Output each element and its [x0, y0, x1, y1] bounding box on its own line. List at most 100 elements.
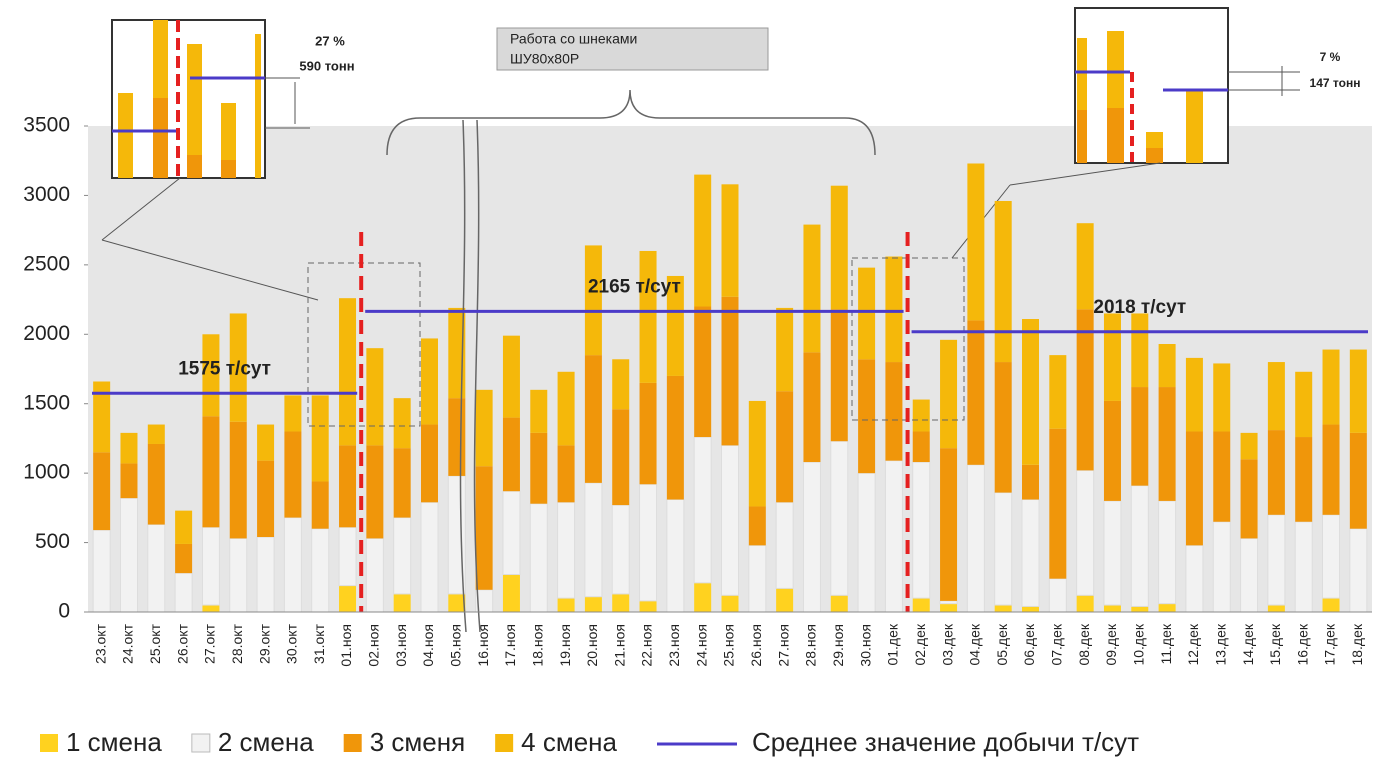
x-tick-label: 13.дек: [1212, 623, 1228, 665]
bar-segment: [1048, 578, 1067, 613]
bar-segment: [1185, 357, 1203, 432]
x-tick-label: 08.дек: [1076, 623, 1092, 665]
bar-segment: [1240, 432, 1258, 460]
bar-segment: [257, 424, 275, 461]
bar-segment: [1349, 432, 1367, 529]
bar-segment: [448, 593, 466, 612]
bar-segment: [338, 526, 357, 587]
overlay: 1575 т/сут 2165 т/сут 2018 т/сут: [92, 232, 1368, 612]
bar-segment: [557, 371, 575, 446]
bar-segment: [776, 307, 794, 392]
bar-segment: [557, 445, 575, 503]
x-tick-label: 26.окт: [174, 623, 190, 664]
bar-segment: [885, 256, 903, 363]
bar-segment: [639, 382, 657, 485]
legend-label: 2 смена: [218, 727, 314, 757]
bar-segment: [939, 600, 958, 605]
y-tick-label: 3000: [23, 183, 70, 206]
bar-segment: [584, 245, 602, 356]
bar-segment: [639, 600, 657, 612]
x-tick-label: 03.дек: [939, 623, 955, 665]
x-tick-label: 30.окт: [284, 623, 300, 664]
x-tick-label: 28.ноя: [803, 624, 819, 667]
bar-segment: [1158, 387, 1176, 501]
zoom-frame: [307, 262, 421, 427]
legend-swatch: [343, 734, 362, 752]
x-tick-label: 28.окт: [229, 623, 245, 664]
bar-segment: [311, 395, 329, 482]
bar-segment: [448, 398, 466, 476]
bar-segment: [940, 448, 958, 601]
bar-segment: [256, 536, 275, 613]
bar-segment: [775, 501, 794, 589]
y-tick-label: 2500: [23, 252, 70, 275]
y-tick-label: 2000: [23, 322, 70, 345]
x-tick-label: 16.дек: [1294, 623, 1310, 665]
x-tick-label: 24.окт: [120, 623, 136, 664]
bar-segment: [475, 466, 493, 590]
bars: [92, 163, 1368, 613]
brace: [386, 89, 876, 156]
bar-segment: [1185, 431, 1203, 546]
bar-segment: [257, 460, 275, 538]
annotation: 27 %: [315, 33, 345, 48]
x-tick-label: 11.дек: [1158, 623, 1174, 664]
bar-segment: [1158, 603, 1176, 612]
bar-segment: [721, 296, 739, 446]
bar-segment: [1322, 424, 1340, 515]
x-tick-label: 04.ноя: [420, 624, 436, 667]
legend-swatch: [191, 733, 211, 753]
annotation: 147 тонн: [1310, 76, 1361, 90]
bar-segment: [502, 490, 521, 576]
y-tick-label: 0: [58, 600, 70, 623]
bar-segment: [1130, 485, 1149, 607]
y-tick-label: 1500: [23, 391, 70, 414]
bar-segment: [1349, 349, 1367, 433]
bar-segment: [803, 352, 821, 463]
bar-segment: [748, 506, 766, 546]
x-tick-label: 06.дек: [1021, 623, 1037, 665]
bar-segment: [1267, 362, 1285, 431]
legend-swatch: [495, 734, 514, 752]
bar-segment: [366, 348, 384, 446]
bar-segment: [448, 307, 466, 399]
bar-segment: [475, 389, 493, 467]
bar-segment: [147, 524, 166, 613]
bar-segment: [393, 593, 411, 612]
y-tick-label: 1000: [23, 461, 70, 484]
bar-segment: [884, 460, 903, 613]
x-tick-label: 25.ноя: [721, 624, 737, 667]
bar-segment: [1103, 605, 1121, 612]
x-tick-label: 25.окт: [147, 623, 163, 664]
x-tick-label: 30.ноя: [857, 624, 873, 667]
x-tick-label: 16.ноя: [475, 624, 491, 667]
average-label: 2018 т/сут: [1093, 297, 1186, 318]
x-tick-label: 18.дек: [1349, 623, 1365, 665]
bar-segment: [858, 359, 876, 474]
bar-segment: [283, 517, 302, 613]
x-tick-label: 10.дек: [1130, 623, 1146, 665]
inset-right: [951, 7, 1300, 259]
x-tick-label: 22.ноя: [639, 624, 655, 667]
bar-segment: [365, 537, 384, 613]
bar-segment: [1240, 459, 1258, 539]
x-tick-label: 23.окт: [92, 623, 108, 664]
bar-segment: [93, 452, 111, 531]
bar-segment: [502, 335, 520, 418]
bar-segment: [1021, 499, 1040, 607]
bar-segment: [202, 334, 220, 417]
bar-segment: [966, 464, 985, 613]
bar-segment: [1240, 537, 1259, 613]
bar-segment: [830, 595, 848, 612]
x-tick-label: 18.ноя: [529, 624, 545, 667]
legend-label: Среднее значение добычи т/сут: [752, 727, 1139, 757]
x-tick-label: 31.окт: [311, 623, 327, 664]
bar-segment: [147, 443, 165, 525]
bar-segment: [201, 526, 220, 606]
y-tick-label: 500: [35, 530, 70, 553]
x-tick-label: 24.ноя: [693, 624, 709, 667]
bar-segment: [530, 389, 548, 433]
bar-segment: [584, 482, 603, 598]
bar-segment: [830, 440, 849, 596]
bar-segment: [393, 398, 411, 449]
